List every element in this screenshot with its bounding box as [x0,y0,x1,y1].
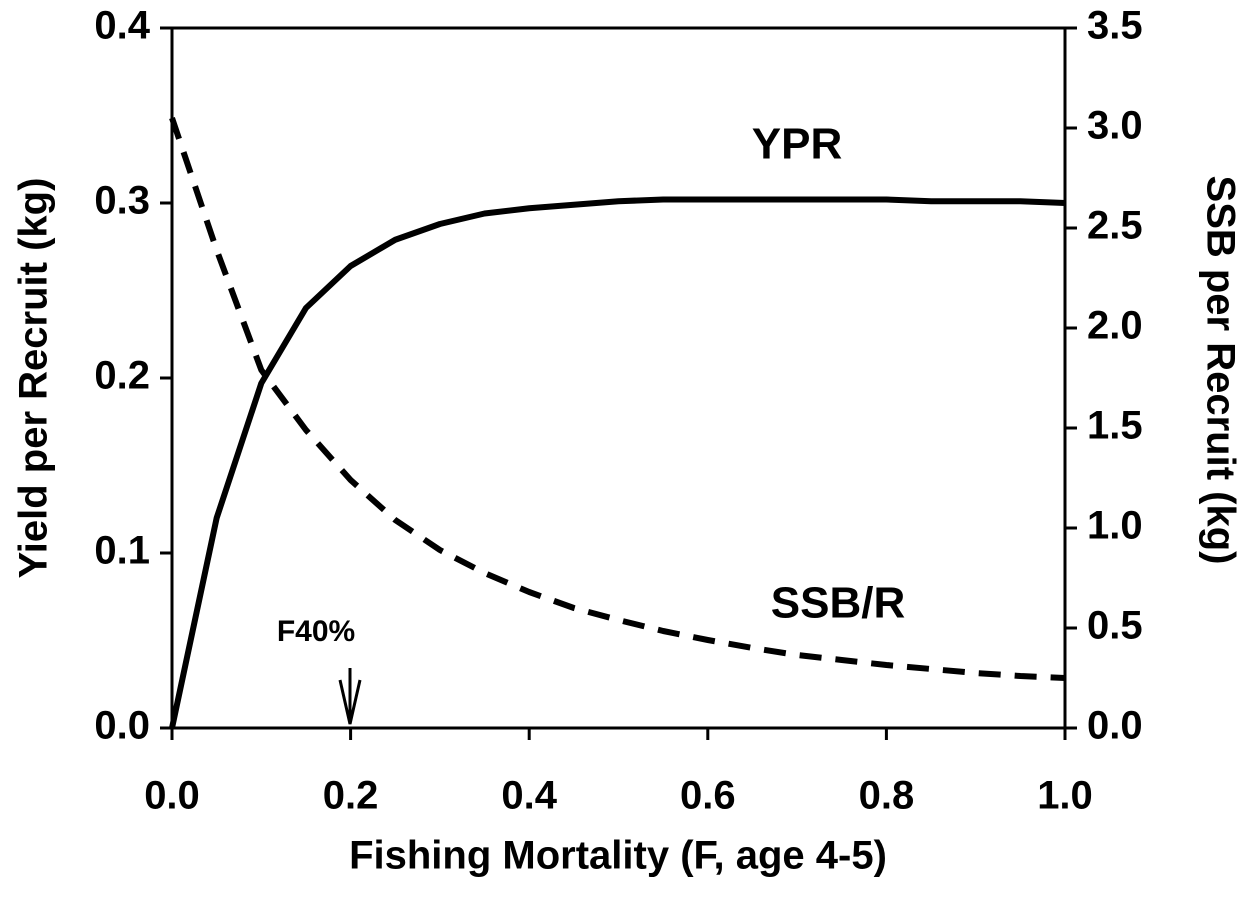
x-tick-label: 0.4 [501,774,557,818]
y2-tick-label: 2.5 [1087,204,1143,248]
arrow [338,668,362,725]
y2-tick-label: 1.0 [1087,504,1143,548]
line-series [169,117,1066,681]
y2-tick-label: 3.0 [1087,104,1143,148]
x-tick-label: 0.6 [680,774,736,818]
x-tick-label: 1.0 [1037,774,1093,818]
x-axis-title: Fishing Mortality (F, age 4-5) [349,834,887,878]
y-tick-label: 0.1 [94,529,150,573]
y2-tick-label: 2.0 [1087,304,1143,348]
x-tick-label: 0.2 [323,774,379,818]
y-tick-label: 0.2 [94,354,150,398]
annotation: SSB/R [771,579,905,628]
y2-tick-label: 3.5 [1087,4,1143,48]
y2-tick-label: 0.5 [1087,604,1143,648]
y-axis-title: Yield per Recruit (kg) [12,178,56,579]
x-tick-label: 0.0 [144,774,200,818]
y-tick-label: 0.3 [94,179,150,223]
line-series [169,196,1066,729]
y-tick-label: 0.4 [94,4,150,48]
annotation: YPR [752,120,842,169]
y2-axis-title: SSB per Recruit (kg) [1198,176,1242,565]
y2-tick-label: 0.0 [1087,704,1143,748]
y2-tick-label: 1.5 [1087,404,1143,448]
annotation: F40% [277,615,355,648]
x-tick-label: 0.8 [859,774,915,818]
y-tick-label: 0.0 [94,704,150,748]
